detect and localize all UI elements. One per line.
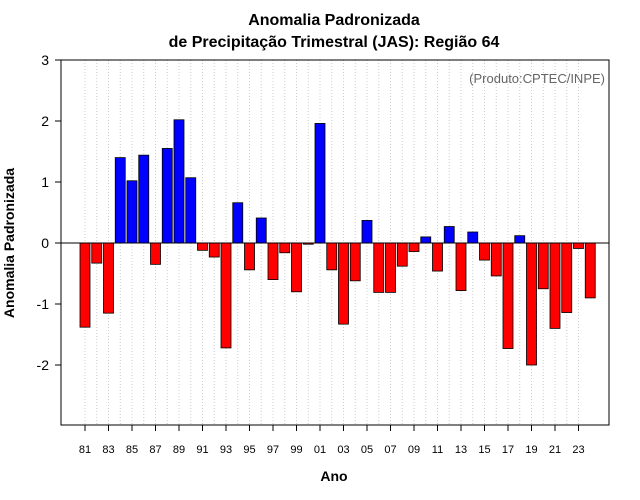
bar-87 xyxy=(150,242,161,265)
bar-19 xyxy=(526,242,537,366)
bar-11 xyxy=(432,242,443,272)
chart-title-line-2: de Precipitação Trimestral (JAS): Região… xyxy=(169,34,500,51)
bar-08 xyxy=(396,242,408,267)
bar-21 xyxy=(549,242,561,329)
bar-09 xyxy=(408,242,420,252)
bar-10 xyxy=(420,236,432,244)
bar-97 xyxy=(267,242,279,280)
bar-04 xyxy=(349,242,361,282)
bar-14 xyxy=(467,231,479,244)
x-tick-label-83: 83 xyxy=(102,444,114,456)
y-tick-label-3: 3 xyxy=(41,52,49,68)
x-tick-label-21: 21 xyxy=(549,444,561,456)
bar-83 xyxy=(103,242,114,314)
x-tick-label-19: 19 xyxy=(525,444,537,456)
bar-86 xyxy=(138,154,150,244)
bar-82 xyxy=(91,242,103,264)
x-tick-label-97: 97 xyxy=(267,444,279,456)
bar-15 xyxy=(479,242,490,261)
x-tick-label-07: 07 xyxy=(384,444,396,456)
bar-02 xyxy=(326,242,338,271)
y-tick-label-2: 2 xyxy=(41,113,49,129)
bar-85 xyxy=(126,180,138,244)
credit-annotation: (Produto:CPTEC/INPE) xyxy=(469,71,605,86)
bar-17 xyxy=(502,242,514,349)
x-tick-label-87: 87 xyxy=(149,444,161,456)
x-tick-label-17: 17 xyxy=(502,444,514,456)
bar-96 xyxy=(255,217,267,244)
bar-88 xyxy=(161,148,173,244)
bar-12 xyxy=(443,226,455,244)
bar-94 xyxy=(232,202,244,244)
x-tick-label-93: 93 xyxy=(220,444,232,456)
y-tick-label-0: 0 xyxy=(41,235,49,251)
bar-03 xyxy=(338,242,349,325)
bar-05 xyxy=(361,220,373,244)
bar-01 xyxy=(314,123,326,244)
y-axis: 3 2 1 0 -1 -2 xyxy=(37,52,61,373)
bar-undefined xyxy=(584,242,596,299)
vertical-gridlines xyxy=(84,60,579,425)
x-tick-label-15: 15 xyxy=(478,444,490,456)
bar-89 xyxy=(173,119,185,244)
bar-23 xyxy=(573,242,584,249)
bar-series xyxy=(79,119,596,366)
x-tick-label-81: 81 xyxy=(79,444,91,456)
x-tick-label-11: 11 xyxy=(432,444,443,456)
bar-22 xyxy=(561,242,573,313)
x-axis: 81 83 85 87 89 91 93 95 97 99 01 03 05 07 09 11 13 15 17 19… xyxy=(79,425,585,456)
y-tick-label--1: -1 xyxy=(37,296,50,312)
x-tick-label-85: 85 xyxy=(126,444,138,456)
x-tick-label-23: 23 xyxy=(572,444,584,456)
x-tick-label-95: 95 xyxy=(243,444,255,456)
bar-06 xyxy=(373,242,385,293)
y-tick-label--2: -2 xyxy=(37,357,50,373)
x-tick-label-91: 91 xyxy=(196,444,208,456)
bar-18 xyxy=(514,235,526,244)
bar-84 xyxy=(114,157,126,244)
bar-91 xyxy=(197,242,208,251)
bar-81 xyxy=(79,242,91,328)
chart-title-line-1: Anomalia Padronizada xyxy=(248,12,420,29)
bar-92 xyxy=(208,242,220,258)
x-tick-label-05: 05 xyxy=(361,444,373,456)
bar-99 xyxy=(291,242,302,293)
bar-20 xyxy=(537,242,549,290)
x-tick-label-09: 09 xyxy=(408,444,420,456)
x-tick-label-89: 89 xyxy=(173,444,185,456)
bar-98 xyxy=(279,242,291,254)
x-tick-label-99: 99 xyxy=(290,444,302,456)
bar-16 xyxy=(490,242,502,277)
x-tick-label-13: 13 xyxy=(455,444,467,456)
x-tick-label-03: 03 xyxy=(337,444,349,456)
bar-13 xyxy=(455,242,467,291)
x-tick-label-01: 01 xyxy=(314,444,326,456)
bar-95 xyxy=(244,242,255,271)
bar-07 xyxy=(385,242,396,293)
y-axis-title: Anomalia Padronizada xyxy=(1,168,17,318)
bar-93 xyxy=(220,242,232,349)
y-tick-label-1: 1 xyxy=(41,174,49,190)
bar-90 xyxy=(185,177,197,244)
x-axis-title: Ano xyxy=(320,468,347,484)
